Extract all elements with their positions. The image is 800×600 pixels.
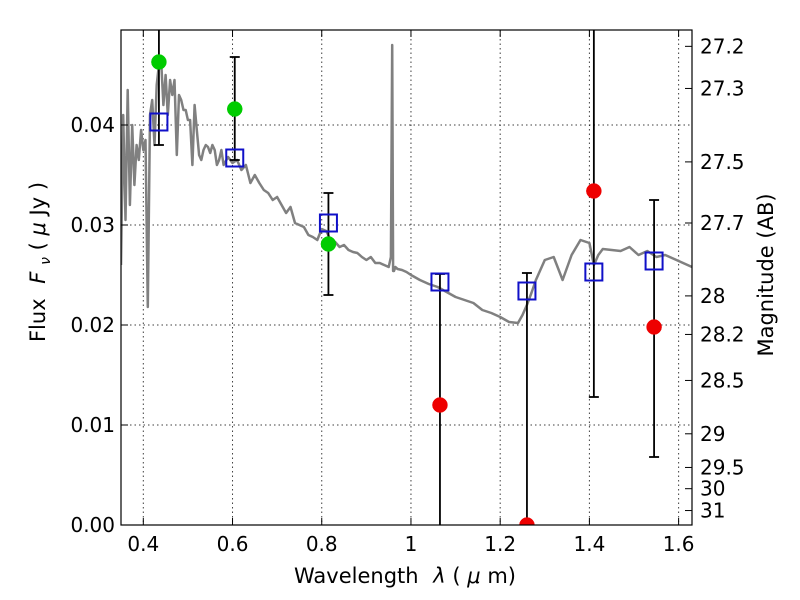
plot-frame [120,29,693,526]
nondetection-circle-marker [519,517,535,525]
y-tick-label: 0.01 [70,413,115,437]
x-tick-label: 1.4 [573,532,605,556]
magnitude-tick-label: 27.2 [700,34,745,58]
x-axis-label-symbol: λ [432,564,445,588]
model-flux-square-marker [225,148,245,168]
y-axis-label: Flux F ν ( μ Jy ) [26,182,55,342]
magnitude-tick-label: 29.5 [700,455,745,479]
nondetection-circle-marker [586,183,602,199]
magnitude-tick-label: 28.2 [700,322,745,346]
x-tick-label: 0.4 [127,532,159,556]
x-axis-label-unit-close: m) [487,564,516,588]
model-flux-square-marker [584,262,604,282]
x-tick-label: 1.6 [663,532,695,556]
magnitude-axis-label: Magnitude (AB) [754,193,778,356]
model-flux-square-marker [149,112,169,132]
detection-circle-marker [227,101,243,117]
nondetection-circle-marker [432,397,448,413]
magnitude-tick-label: 30 [700,477,725,501]
y-axis-label-unit-close: Jy ) [26,182,50,218]
y-tick-label: 0.00 [70,513,115,537]
magnitude-tick-label: 29 [700,422,725,446]
y-axis-label-unit-mu: μ [26,222,50,236]
model-spectrum-line [121,43,692,325]
model-flux-square-marker [644,251,664,271]
y-axis-label-text: Flux [26,298,50,342]
model-flux-square-marker [517,281,537,301]
x-axis-label-text: Wavelength [294,564,419,588]
y-tick-label: 0.03 [70,213,115,237]
model-spectrum-layer [121,43,692,325]
model-flux-square-marker [430,272,450,292]
plot-area [121,30,692,525]
y-axis-label-unit-open: ( [26,236,50,251]
y-tick-label: 0.02 [70,313,115,337]
tick-label-layer: 0.4 0.6 0.8 1 1.2 1.4 1.6 0.00 0.01 0.02 0.03 0.04 2… [70,34,744,556]
y-axis-label-symbol: F [26,271,50,284]
marker-layer [149,54,664,525]
y-axis-label-subscript: ν [38,257,54,265]
x-axis-label: Wavelength λ ( μ m) [294,564,516,588]
tick-layer [121,30,692,526]
x-tick-label: 0.6 [217,532,249,556]
x-tick-label: 1 [405,532,418,556]
y-tick-label: 0.04 [70,113,115,137]
x-axis-label-unit-mu: μ [466,564,480,588]
magnitude-tick-label: 31 [700,499,725,523]
magnitude-tick-label: 27.3 [700,76,745,100]
x-axis-label-unit-open: ( [452,564,460,588]
nondetection-circle-marker [646,319,662,335]
magnitude-tick-label: 28 [700,284,725,308]
magnitude-tick-label: 27.7 [700,211,745,235]
model-flux-square-marker [318,213,338,233]
grid-layer [121,30,692,526]
detection-circle-marker [320,236,337,252]
magnitude-tick-label: 28.5 [700,368,745,392]
x-tick-label: 0.8 [306,532,338,556]
detection-circle-marker [151,54,167,70]
magnitude-tick-label: 27.5 [700,150,745,174]
x-tick-label: 1.2 [484,532,516,556]
